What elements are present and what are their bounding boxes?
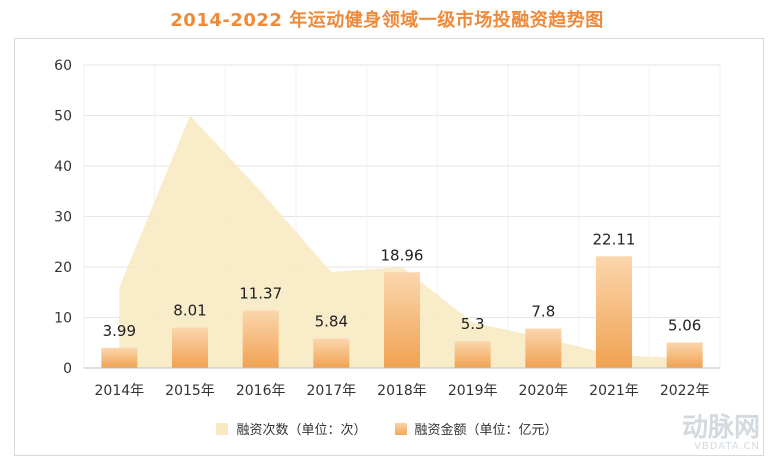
- x-tick-label: 2022年: [660, 383, 710, 399]
- x-tick-label: 2018年: [377, 383, 427, 399]
- legend-swatch-bar: [394, 422, 407, 435]
- bar-data-label: 5.84: [315, 313, 348, 331]
- bar-amount[interactable]: [384, 272, 420, 368]
- legend-item-amount[interactable]: 融资金额（单位：亿元）: [394, 419, 558, 438]
- bar-data-label: 5.3: [461, 315, 485, 333]
- bar-amount[interactable]: [172, 327, 208, 368]
- x-tick-label: 2021年: [589, 383, 639, 399]
- bar-data-label: 22.11: [593, 230, 636, 248]
- bar-amount[interactable]: [242, 310, 279, 368]
- legend-item-count[interactable]: 融资次数（单位：次）: [216, 419, 367, 438]
- x-tick-label: 2014年: [95, 383, 145, 399]
- chart-frame: [14, 38, 764, 456]
- y-tick-label: 0: [63, 361, 72, 377]
- area-series-count: [119, 115, 685, 368]
- bar-amount[interactable]: [596, 256, 632, 368]
- bar-amount[interactable]: [666, 342, 703, 368]
- bar-data-label: 3.99: [103, 322, 136, 340]
- bar-amount[interactable]: [313, 338, 350, 368]
- bar-data-label: 11.37: [239, 285, 282, 303]
- watermark-site: VBDATA.CN: [694, 441, 760, 452]
- y-tick-label: 50: [54, 109, 72, 125]
- y-tick-label: 10: [54, 311, 72, 327]
- chart-title: 2014-2022 年运动健身领域一级市场投融资趋势图: [170, 10, 604, 31]
- x-tick-label: 2019年: [448, 383, 498, 399]
- bar-data-label: 5.06: [668, 316, 701, 334]
- y-tick-label: 40: [54, 159, 72, 175]
- bar-amount[interactable]: [454, 341, 491, 368]
- x-tick-label: 2020年: [519, 383, 569, 399]
- watermark-logo: 动脉网: [681, 413, 760, 443]
- legend-label-count: 融资次数（单位：次）: [236, 423, 367, 438]
- bar-data-label: 18.96: [381, 246, 424, 264]
- bar-amount[interactable]: [101, 347, 138, 368]
- x-tick-label: 2016年: [236, 383, 286, 399]
- y-tick-label: 20: [54, 260, 72, 276]
- y-tick-label: 30: [54, 210, 72, 226]
- legend-swatch-area: [216, 422, 229, 435]
- x-tick-label: 2015年: [165, 383, 215, 399]
- bar-amount[interactable]: [525, 328, 562, 368]
- watermark: 动脉网 VBDATA.CN: [682, 415, 760, 452]
- x-tick-label: 2017年: [307, 383, 357, 399]
- bar-data-label: 7.8: [531, 303, 555, 321]
- y-tick-label: 60: [54, 58, 72, 74]
- bar-data-label: 8.01: [173, 302, 206, 320]
- legend: 融资次数（单位：次） 融资金额（单位：亿元）: [0, 419, 774, 438]
- legend-label-amount: 融资金额（单位：亿元）: [414, 423, 558, 438]
